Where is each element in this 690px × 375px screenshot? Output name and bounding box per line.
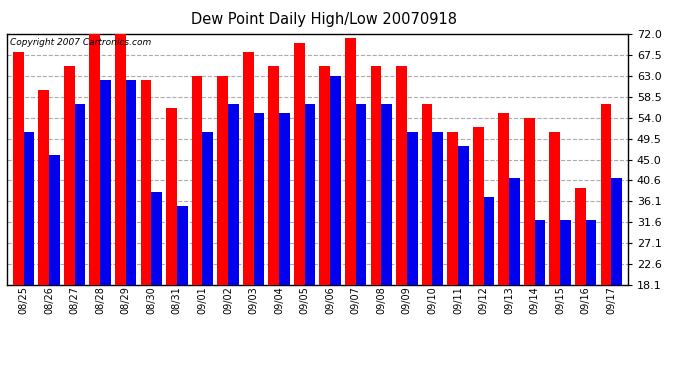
Text: Copyright 2007 Cartronics.com: Copyright 2007 Cartronics.com — [10, 38, 151, 46]
Bar — [549, 132, 560, 285]
Bar — [498, 113, 509, 285]
Bar — [268, 66, 279, 285]
Bar — [294, 43, 304, 285]
Bar — [100, 80, 111, 285]
Bar — [217, 76, 228, 285]
Bar — [23, 132, 34, 285]
Bar — [345, 38, 356, 285]
Bar — [473, 127, 484, 285]
Text: Dew Point Daily High/Low 20070918: Dew Point Daily High/Low 20070918 — [191, 12, 457, 27]
Bar — [433, 132, 443, 285]
Bar — [371, 66, 382, 285]
Bar — [177, 206, 188, 285]
Bar — [382, 104, 392, 285]
Bar — [447, 132, 458, 285]
Bar — [192, 76, 202, 285]
Bar — [331, 76, 341, 285]
Bar — [64, 66, 75, 285]
Bar — [115, 29, 126, 285]
Bar — [304, 104, 315, 285]
Bar — [509, 178, 520, 285]
Bar — [575, 188, 586, 285]
Bar — [243, 53, 253, 285]
Bar — [39, 90, 49, 285]
Bar — [279, 113, 290, 285]
Bar — [524, 118, 535, 285]
Bar — [166, 108, 177, 285]
Bar — [228, 104, 239, 285]
Bar — [535, 220, 545, 285]
Bar — [253, 113, 264, 285]
Bar — [458, 146, 469, 285]
Bar — [407, 132, 417, 285]
Bar — [202, 132, 213, 285]
Bar — [75, 104, 86, 285]
Bar — [126, 80, 137, 285]
Bar — [141, 80, 151, 285]
Bar — [319, 66, 331, 285]
Bar — [151, 192, 162, 285]
Bar — [611, 178, 622, 285]
Bar — [13, 53, 23, 285]
Bar — [560, 220, 571, 285]
Bar — [356, 104, 366, 285]
Bar — [49, 155, 60, 285]
Bar — [90, 29, 100, 285]
Bar — [396, 66, 407, 285]
Bar — [484, 197, 494, 285]
Bar — [600, 104, 611, 285]
Bar — [586, 220, 596, 285]
Bar — [422, 104, 433, 285]
